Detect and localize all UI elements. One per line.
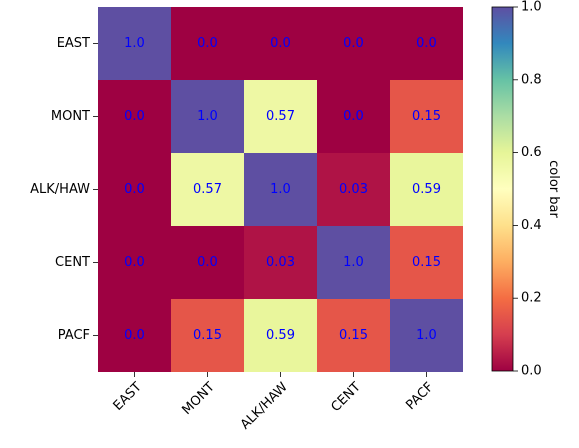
y-tick-label: ALK/HAW [30, 182, 90, 197]
cell-value-label: 0.57 [266, 109, 295, 124]
heatmap-cell [171, 299, 244, 372]
y-tick-label: PACF [58, 328, 90, 343]
heatmap-cell [317, 80, 390, 153]
heatmap-cell [317, 153, 390, 226]
cell-value-label: 0.57 [193, 182, 222, 197]
y-tick-label: EAST [57, 36, 90, 51]
colorbar-frame [491, 6, 514, 372]
cell-value-label: 1.0 [270, 182, 291, 197]
cell-value-label: 0.59 [412, 182, 441, 197]
x-tick-label: EAST [111, 380, 145, 414]
heatmap-cell [390, 226, 463, 299]
heatmap-cell [317, 7, 390, 80]
heatmap-cell [98, 153, 171, 226]
colorbar-tick-label: 0.2 [521, 291, 542, 306]
cell-value-label: 0.0 [124, 182, 145, 197]
x-tick-label: MONT [180, 380, 218, 418]
heatmap-cell [98, 80, 171, 153]
colorbar-ticks: 0.0 0.2 0.4 0.6 0.8 1.0 [513, 0, 542, 379]
heatmap-cell [390, 7, 463, 80]
cell-value-label: 0.0 [197, 36, 218, 51]
y-tick-label: CENT [55, 255, 90, 270]
heatmap-cell [244, 153, 317, 226]
heatmap-cell [390, 153, 463, 226]
cell-value-label: 0.59 [266, 328, 295, 343]
heatmap-cell [317, 226, 390, 299]
cell-value-label: 0.0 [343, 109, 364, 124]
heatmap-cell [171, 153, 244, 226]
cell-value-label: 0.15 [412, 255, 441, 270]
cell-value-label: 1.0 [197, 109, 218, 124]
colorbar-tick-label: 0.4 [521, 218, 542, 233]
y-tick-label: MONT [51, 109, 90, 124]
heatmap-cell [317, 299, 390, 372]
colorbar-tick-label: 0.8 [521, 72, 542, 87]
cell-value-label: 0.03 [339, 182, 368, 197]
colorbar-gradient [492, 7, 513, 371]
heatmap-cells [98, 7, 463, 372]
heatmap-cell [98, 7, 171, 80]
heatmap-cell [244, 299, 317, 372]
heatmap-cell [244, 7, 317, 80]
heatmap-cell [98, 299, 171, 372]
cell-value-label: 0.0 [124, 255, 145, 270]
cell-value-label: 0.03 [266, 255, 295, 270]
cell-value-label: 0.0 [416, 36, 437, 51]
cell-value-label: 0.0 [124, 328, 145, 343]
heatmap-cell [390, 299, 463, 372]
heatmap-cell-labels: 1.0 0.0 0.0 0.0 0.0 0.0 1.0 0.57 0.0 0.15 0.0 0.57 1… [124, 36, 441, 343]
colorbar-tick-label: 0.6 [521, 145, 542, 160]
colorbar: 0.0 0.2 0.4 0.6 0.8 1.0 color bar [491, 0, 561, 379]
heatmap-cell [98, 226, 171, 299]
heatmap-cell [390, 80, 463, 153]
x-axis: EAST MONT ALK/HAW CENT PACF [111, 372, 437, 433]
heatmap-cell [171, 226, 244, 299]
heatmap-cell [171, 80, 244, 153]
cell-value-label: 0.15 [412, 109, 441, 124]
cell-value-label: 1.0 [416, 328, 437, 343]
heatmap-cell [244, 80, 317, 153]
colorbar-tick-label: 1.0 [521, 0, 542, 15]
cell-value-label: 0.15 [339, 328, 368, 343]
y-axis: EAST MONT ALK/HAW CENT PACF [30, 36, 98, 343]
x-tick-label: CENT [328, 380, 363, 415]
x-tick-label: PACF [403, 380, 436, 413]
colorbar-label: color bar [546, 160, 561, 218]
heatmap-cell [244, 226, 317, 299]
colorbar-tick-label: 0.0 [521, 364, 542, 379]
cell-value-label: 0.0 [124, 109, 145, 124]
heatmap-cell [171, 7, 244, 80]
cell-value-label: 1.0 [124, 36, 145, 51]
cell-value-label: 0.0 [197, 255, 218, 270]
cell-value-label: 1.0 [343, 255, 364, 270]
x-tick-label: ALK/HAW [238, 380, 291, 433]
cell-value-label: 0.15 [193, 328, 222, 343]
cell-value-label: 0.0 [343, 36, 364, 51]
cell-value-label: 0.0 [270, 36, 291, 51]
